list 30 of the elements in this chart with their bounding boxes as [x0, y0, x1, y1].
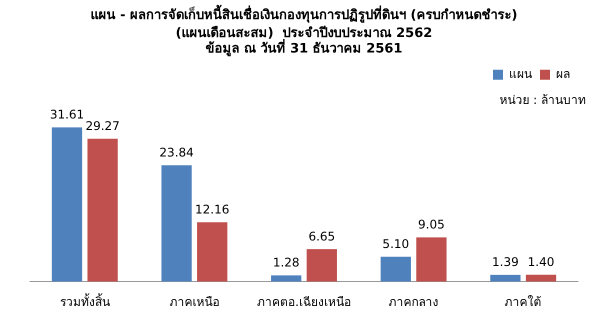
bar [490, 274, 521, 282]
data-label: 29.27 [85, 118, 120, 133]
x-tick-label: ภาคตอ.เฉียงเหนือ [257, 294, 351, 309]
bar [416, 237, 447, 282]
data-label: 6.65 [308, 229, 336, 244]
chart-title: แผน - ผลการจัดเก็บหนี้สินเชื่อเงินกองทุนการปฏิรูปที่ดินฯ (ครบกำหนดชำระ) [90, 4, 518, 24]
legend-label: แผน [509, 66, 532, 81]
data-label: 1.39 [492, 254, 519, 269]
data-label: 23.84 [159, 145, 194, 160]
bar [306, 249, 337, 282]
data-label: 5.10 [382, 236, 410, 251]
chart-subtitle: (แผนเดือนสะสม) ประจำปีงบประมาณ 2562 ข้อมูล ณ วันที่ 31 ธันวาคม 2561 [176, 24, 432, 56]
data-label: 1.40 [528, 254, 554, 269]
x-tick-label: รวมทั้งสิ้น [60, 292, 110, 309]
bar [197, 222, 228, 282]
bar [87, 138, 118, 282]
x-tick-label: ภาคเหนือ [169, 294, 220, 309]
data-label: 9.05 [418, 218, 445, 232]
bar [161, 165, 192, 282]
bar [526, 274, 556, 282]
bar [380, 256, 411, 282]
x-tick-label: ภาคใต้ [504, 294, 542, 309]
bar [271, 275, 302, 282]
data-label: 12.16 [195, 202, 230, 216]
data-label: 31.61 [50, 107, 84, 122]
data-label: 1.28 [272, 255, 300, 270]
text: หน่วย : ล้านบาท [499, 92, 586, 107]
x-tick-label: ภาคกลาง [388, 294, 439, 309]
bar [52, 127, 82, 282]
legend-label: ผล [556, 66, 570, 81]
